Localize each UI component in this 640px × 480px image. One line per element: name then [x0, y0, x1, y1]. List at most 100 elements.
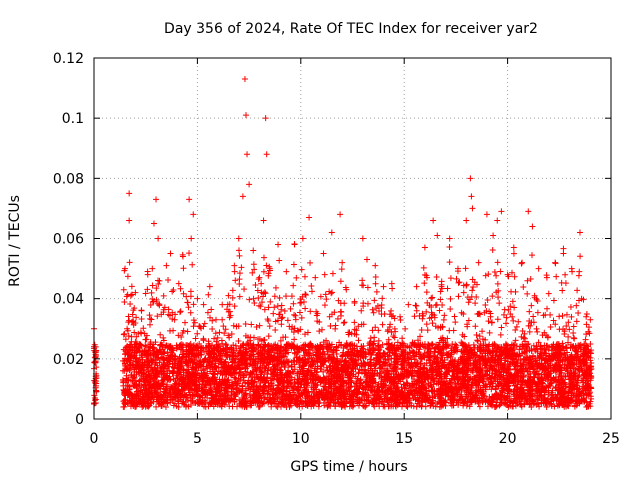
data-point-cloud: [300, 298, 307, 305]
data-point-cloud: [375, 308, 382, 315]
data-point-cloud: [375, 327, 382, 334]
data-point-cloud: [287, 305, 294, 312]
data-point-cloud: [425, 383, 432, 390]
data-point-cloud: [121, 330, 128, 337]
data-point: [413, 283, 420, 290]
data-point-cloud: [476, 333, 483, 340]
data-point-cloud: [562, 373, 569, 380]
data-point: [163, 262, 170, 269]
data-point-cloud: [329, 270, 336, 277]
data-point-cloud: [276, 394, 283, 401]
data-point-cloud: [298, 314, 305, 321]
data-point-cloud: [307, 259, 314, 266]
data-point-cloud: [242, 321, 249, 328]
data-point-cloud: [271, 304, 278, 311]
data-point-cloud: [148, 289, 155, 296]
data-point-cloud: [569, 268, 576, 275]
data-point-cloud: [574, 287, 581, 294]
data-point-cloud: [494, 316, 501, 323]
data-point-cloud: [169, 309, 176, 316]
data-point-cloud: [526, 328, 533, 335]
data-point-cloud: [528, 252, 535, 259]
data-point: [126, 217, 133, 224]
data-point-cloud: [146, 312, 153, 319]
data-point-cloud: [402, 325, 409, 332]
data-point-cloud: [248, 321, 255, 328]
data-point-cloud: [391, 334, 398, 341]
data-point-cloud: [472, 300, 479, 307]
data-point: [490, 232, 497, 239]
data-point-cloud: [317, 366, 324, 373]
data-point-cloud: [586, 330, 593, 337]
data-point-cloud: [488, 319, 495, 326]
data-point: [397, 313, 404, 320]
data-point: [576, 229, 583, 236]
data-point-cloud: [125, 332, 132, 339]
data-point-cloud: [274, 403, 281, 410]
data-point: [519, 259, 526, 266]
data-point-cloud: [358, 307, 365, 314]
data-point-cloud: [379, 321, 386, 328]
data-point-cloud: [482, 272, 489, 279]
data-point-cloud: [126, 317, 133, 324]
data-point-cloud: [462, 265, 469, 272]
data-point-cloud: [266, 323, 273, 330]
data-point-cloud: [556, 313, 563, 320]
data-point: [132, 289, 139, 296]
data-point-cloud: [486, 329, 493, 336]
data-point-cloud: [421, 280, 428, 287]
data-point-cloud: [527, 275, 534, 282]
data-point-cloud: [439, 302, 446, 309]
data-point-cloud: [423, 321, 430, 328]
data-point-cloud: [205, 291, 212, 298]
data-point-cloud: [297, 300, 304, 307]
data-point-cloud: [92, 397, 99, 404]
data-point-cloud: [423, 289, 430, 296]
data-point-cloud: [447, 275, 454, 282]
data-point-cloud: [472, 323, 479, 330]
data-point-cloud: [559, 287, 566, 294]
data-point: [219, 301, 226, 308]
data-point-cloud: [369, 327, 376, 334]
data-points: [91, 76, 595, 410]
data-point-cloud: [560, 245, 567, 252]
data-point-cloud: [372, 324, 379, 331]
data-point: [529, 223, 536, 230]
data-point-cloud: [433, 273, 440, 280]
data-point-cloud: [185, 304, 192, 311]
data-point-cloud: [340, 320, 347, 327]
data-point-cloud: [170, 286, 177, 293]
data-point-cloud: [229, 287, 236, 294]
data-point-cloud: [370, 309, 377, 316]
data-point: [328, 229, 335, 236]
data-point-cloud: [568, 313, 575, 320]
data-point-cloud: [290, 261, 297, 268]
data-point-cloud: [553, 273, 560, 280]
data-point-cloud: [498, 324, 505, 331]
data-point-cloud: [550, 317, 557, 324]
data-point-cloud: [493, 272, 500, 279]
data-point-cloud: [146, 321, 153, 328]
data-point: [250, 247, 257, 254]
data-point-cloud: [278, 321, 285, 328]
data-point-cloud: [503, 320, 510, 327]
data-point-cloud: [302, 291, 309, 298]
data-point-cloud: [251, 334, 257, 341]
data-point-cloud: [180, 265, 187, 272]
data-point: [190, 211, 197, 218]
data-point: [498, 208, 505, 215]
data-point-cloud: [165, 276, 172, 283]
data-point-cloud: [181, 319, 188, 326]
data-point-cloud: [463, 281, 470, 288]
data-point-cloud: [264, 390, 271, 397]
data-point: [337, 211, 344, 218]
data-point-cloud: [408, 356, 415, 363]
data-point-cloud: [204, 309, 211, 316]
data-point: [469, 205, 476, 212]
data-point-cloud: [565, 333, 572, 340]
data-point-cloud: [253, 323, 260, 330]
data-point-cloud: [444, 285, 451, 292]
data-point: [231, 268, 238, 275]
data-point-cloud: [184, 328, 191, 335]
data-point-cloud: [429, 294, 436, 301]
